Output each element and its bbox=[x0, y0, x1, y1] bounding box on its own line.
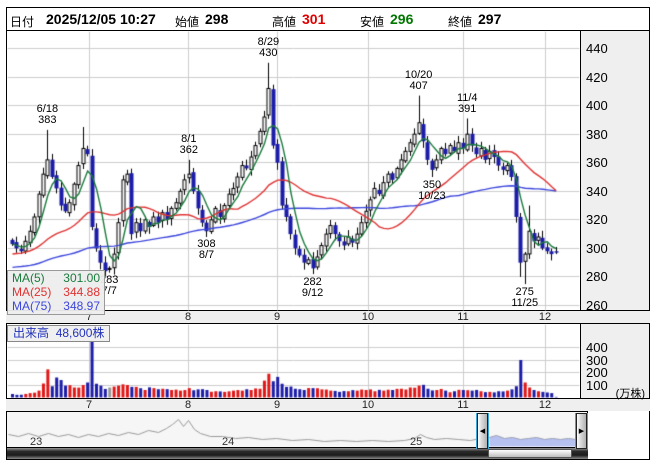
volume-value: 48,600株 bbox=[55, 326, 105, 340]
range-navigator bbox=[6, 411, 588, 448]
price-tick-label: 260 bbox=[586, 298, 608, 313]
volume-tick-label: 100 bbox=[586, 377, 608, 393]
ma75-label: MA(75) bbox=[12, 299, 52, 313]
ma25-value: 344.88 bbox=[63, 285, 100, 299]
low-value: 296 bbox=[390, 11, 414, 27]
year-label: 23 bbox=[30, 436, 43, 448]
month-label: 8 bbox=[184, 399, 192, 411]
price-tick-label: 340 bbox=[586, 183, 608, 199]
month-label: 8 bbox=[184, 311, 192, 323]
low-label: 安値 bbox=[360, 15, 385, 29]
right-arrow-icon: ▶ bbox=[576, 413, 587, 449]
month-label: 10 bbox=[361, 311, 375, 323]
open-value: 298 bbox=[205, 11, 229, 27]
chart-annotation: 350 10/23 bbox=[418, 178, 446, 202]
price-tick-label: 280 bbox=[586, 269, 608, 285]
scrollbar-thumb[interactable] bbox=[488, 449, 572, 458]
date-value: 2025/12/05 10:27 bbox=[46, 11, 156, 27]
chart-annotation: 8/29 430 bbox=[257, 36, 280, 60]
price-chart-panel bbox=[6, 30, 650, 311]
open-label: 始値 bbox=[175, 15, 200, 29]
price-tick-label: 300 bbox=[586, 240, 608, 256]
month-label: 12 bbox=[538, 311, 552, 323]
quote-header: 日付 2025/12/05 10:27 始値 298 高値 301 安値 296… bbox=[6, 7, 650, 31]
chart-annotation: 308 8/7 bbox=[197, 238, 216, 262]
month-label: 9 bbox=[273, 399, 281, 411]
close-value: 297 bbox=[478, 11, 502, 27]
ma75-value: 348.97 bbox=[63, 299, 100, 313]
ma5-label: MA(5) bbox=[12, 271, 45, 285]
price-tick-label: 360 bbox=[586, 155, 608, 171]
chart-annotation: 11/4 391 bbox=[456, 91, 478, 115]
month-label: 12 bbox=[538, 399, 552, 411]
year-label: 24 bbox=[222, 436, 235, 448]
month-label: 10 bbox=[361, 399, 375, 411]
month-label: 9 bbox=[273, 311, 281, 323]
month-label: 7 bbox=[85, 399, 93, 411]
volume-label: 出来高 bbox=[13, 326, 50, 340]
month-label: 11 bbox=[457, 399, 469, 411]
range-handle-left[interactable]: ◀ bbox=[476, 413, 489, 449]
left-arrow-icon: ◀ bbox=[477, 413, 488, 449]
chart-annotation: 275 11/25 bbox=[511, 285, 539, 309]
date-label: 日付 bbox=[10, 15, 35, 29]
chart-annotation: 8/1 362 bbox=[179, 133, 198, 157]
close-label: 終値 bbox=[448, 15, 473, 29]
chart-annotation: 10/20 407 bbox=[404, 69, 433, 93]
ma25-label: MA(25) bbox=[12, 285, 52, 299]
month-axis-lower bbox=[6, 399, 650, 411]
price-tick-label: 420 bbox=[586, 69, 608, 85]
price-tick-label: 320 bbox=[586, 212, 608, 228]
year-label: 25 bbox=[410, 436, 423, 448]
chart-annotation: 6/18 383 bbox=[36, 103, 59, 127]
price-tick-label: 440 bbox=[586, 41, 608, 56]
range-handle-right[interactable]: ▶ bbox=[575, 413, 588, 449]
price-tick-label: 400 bbox=[586, 98, 608, 114]
ma5-value: 301.00 bbox=[63, 271, 100, 285]
chart-annotation: 282 9/12 bbox=[301, 275, 324, 299]
scrollbar-track[interactable] bbox=[7, 448, 588, 459]
volume-readout: 出来高 48,600株 bbox=[7, 325, 111, 342]
high-value: 301 bbox=[302, 11, 326, 27]
high-label: 高値 bbox=[272, 15, 297, 29]
ma-legend: MA(5) 301.00 MA(25) 344.88 MA(75) 348.97 bbox=[7, 270, 105, 315]
price-tick-label: 380 bbox=[586, 126, 608, 142]
month-label: 11 bbox=[457, 311, 469, 323]
